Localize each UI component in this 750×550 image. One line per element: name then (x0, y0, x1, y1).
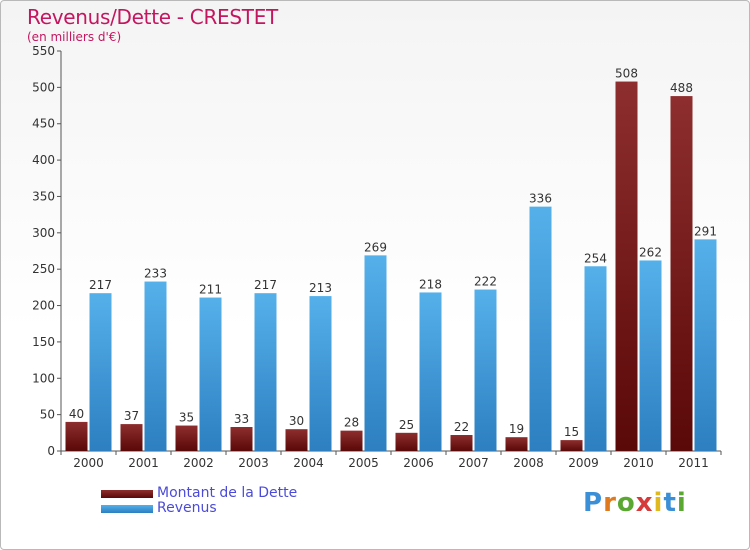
data-label-revenus: 222 (474, 275, 497, 289)
bar-dette (65, 421, 88, 451)
x-tick-label: 2006 (403, 456, 434, 470)
data-label-dette: 40 (69, 407, 84, 421)
x-tick-label: 2007 (458, 456, 489, 470)
chart-axes: 0 50 100 150 200 250 300 350 400 450 500 550 2000 200… (32, 44, 722, 470)
bar-revenus (584, 266, 607, 451)
bar-dette (560, 440, 583, 451)
bar-dette (450, 435, 473, 451)
data-label-dette: 488 (670, 81, 693, 95)
bar-dette (285, 429, 308, 451)
y-tick-label: 350 (32, 189, 55, 203)
y-tick-label: 300 (32, 226, 55, 240)
data-label-revenus: 233 (144, 267, 167, 281)
x-tick-label: 2000 (73, 456, 104, 470)
legend-label-revenus: Revenus (157, 500, 217, 516)
data-label-dette: 28 (344, 416, 359, 430)
bar-revenus (254, 293, 277, 451)
bar-dette (340, 430, 363, 451)
bar-revenus (639, 260, 662, 451)
data-label-revenus: 217 (254, 278, 277, 292)
x-tick-label: 2001 (128, 456, 159, 470)
data-label-dette: 19 (509, 422, 524, 436)
data-label-revenus: 269 (364, 240, 387, 254)
data-label-dette: 33 (234, 412, 249, 426)
chart-labels: 4021737233352113321730213282692521822222… (69, 67, 717, 440)
legend-swatch-dette (101, 490, 153, 498)
data-label-revenus: 291 (694, 224, 717, 238)
x-tick-label: 2011 (678, 456, 709, 470)
legend-label-dette: Montant de la Dette (157, 485, 298, 501)
bar-revenus (199, 297, 222, 451)
y-tick-label: 550 (32, 44, 55, 58)
data-label-revenus: 262 (639, 245, 662, 259)
chart-title: Revenus/Dette - CRESTET (27, 5, 278, 29)
bar-dette (505, 437, 528, 451)
bar-dette (395, 432, 418, 451)
y-tick-label: 250 (32, 262, 55, 276)
bar-dette (175, 425, 198, 451)
y-tick-label: 500 (32, 80, 55, 94)
chart-subtitle: (en milliers d'€) (27, 30, 122, 44)
x-tick-label: 2004 (293, 456, 324, 470)
data-label-revenus: 211 (199, 283, 222, 297)
bar-revenus (309, 296, 332, 451)
bar-revenus (474, 289, 497, 451)
x-tick-label: 2003 (238, 456, 269, 470)
y-tick-label: 400 (32, 153, 55, 167)
x-tick-label: 2002 (183, 456, 214, 470)
data-label-dette: 508 (615, 67, 638, 81)
data-label-revenus: 336 (529, 192, 552, 206)
bar-revenus (419, 292, 442, 451)
chart-bars (65, 81, 717, 451)
data-label-dette: 22 (454, 420, 469, 434)
data-label-revenus: 254 (584, 251, 607, 265)
data-label-revenus: 217 (89, 278, 112, 292)
data-label-dette: 15 (564, 425, 579, 439)
data-label-dette: 25 (399, 418, 414, 432)
x-tick-label: 2009 (568, 456, 599, 470)
legend-swatch-revenus (101, 505, 153, 513)
bar-dette (230, 427, 253, 451)
data-label-revenus: 213 (309, 281, 332, 295)
bar-revenus (529, 206, 552, 451)
y-tick-label: 0 (47, 444, 55, 458)
data-label-dette: 37 (124, 409, 139, 423)
x-tick-label: 2005 (348, 456, 379, 470)
bar-dette (670, 96, 693, 451)
y-tick-label: 200 (32, 299, 55, 313)
y-tick-label: 450 (32, 117, 55, 131)
y-tick-label: 150 (32, 335, 55, 349)
data-label-dette: 35 (179, 411, 194, 425)
x-tick-label: 2010 (623, 456, 654, 470)
bar-dette (615, 81, 638, 451)
bar-dette (120, 424, 143, 451)
x-tick-label: 2008 (513, 456, 544, 470)
data-label-dette: 30 (289, 414, 304, 428)
bar-revenus (364, 255, 387, 451)
y-tick-label: 50 (40, 408, 55, 422)
bar-revenus (144, 281, 167, 451)
data-label-revenus: 218 (419, 277, 442, 291)
bar-revenus (694, 239, 717, 451)
bar-revenus (89, 293, 112, 451)
proxiti-logo: Proxiti (583, 488, 687, 518)
y-tick-label: 100 (32, 371, 55, 385)
